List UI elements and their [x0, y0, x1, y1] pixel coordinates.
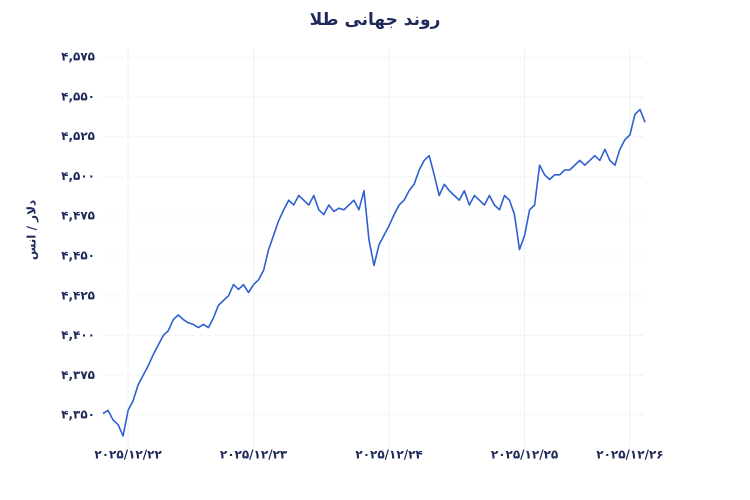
y-tick-label: ۴,۴۷۵ — [61, 209, 95, 223]
x-tick-label: ۲۰۲۵/۱۲/۲۳ — [220, 448, 288, 462]
y-tick-label: ۴,۵۰۰ — [61, 169, 95, 183]
x-tick-label: ۲۰۲۵/۱۲/۲۴ — [355, 448, 422, 462]
x-tick-label: ۲۰۲۵/۱۲/۲۶ — [596, 448, 663, 462]
y-tick-label: ۴,۴۵۰ — [61, 248, 95, 262]
y-tick-label: ۴,۵۵۰ — [61, 89, 95, 103]
y-tick-label: ۴,۴۰۰ — [61, 328, 95, 342]
chart-title: روند جهانی طلا — [310, 10, 441, 30]
y-tick-label: ۴,۳۷۵ — [61, 368, 95, 382]
y-tick-label: ۴,۵۷۵ — [61, 49, 95, 63]
x-tick-label: ۲۰۲۵/۱۲/۲۵ — [491, 448, 558, 462]
y-tick-label: ۴,۴۲۵ — [61, 288, 95, 302]
x-tick-label: ۲۰۲۵/۱۲/۲۲ — [94, 448, 162, 462]
y-tick-label: ۴,۳۵۰ — [61, 408, 95, 422]
price-line — [102, 108, 646, 437]
y-axis-title: دلار / انس — [25, 200, 39, 260]
y-tick-label: ۴,۵۲۵ — [61, 129, 95, 143]
